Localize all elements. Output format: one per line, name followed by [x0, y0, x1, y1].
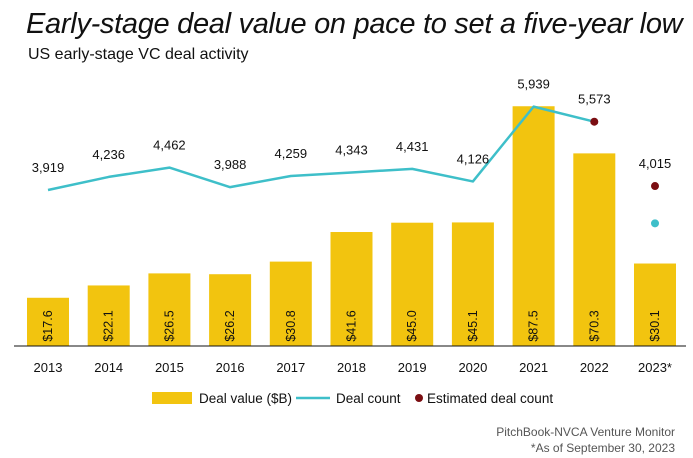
bar-2015	[148, 273, 191, 346]
bar-value-label: $87.5	[527, 310, 541, 341]
bar-2019	[391, 222, 434, 346]
x-tick-label: 2015	[155, 360, 184, 375]
bar-value-label: $26.5	[162, 310, 176, 341]
bar-value-label: $26.2	[223, 310, 237, 341]
bar-2020	[451, 222, 494, 346]
deal-count-2023-point	[651, 219, 659, 228]
x-tick-label: 2017	[276, 360, 305, 375]
bar-series	[27, 106, 676, 346]
legend: Deal value ($B) Deal count Estimated deal …	[152, 391, 553, 406]
deal-count-label: 3,919	[32, 160, 65, 175]
bar-2021	[512, 106, 555, 346]
bar-value-label: $41.6	[345, 310, 359, 341]
legend-label: Deal value ($B)	[199, 391, 292, 406]
estimated-count-label: 4,015	[639, 156, 672, 171]
x-tick-label: 2019	[398, 360, 427, 375]
chart-subtitle: US early-stage VC deal activity	[28, 46, 249, 63]
bar-value-label: $45.0	[405, 310, 419, 341]
deal-count-labels: 3,919 4,236 4,462 3,988 4,259 4,343 4,431 4,126…	[32, 77, 611, 175]
legend-dot-swatch	[415, 394, 423, 402]
bar-2016	[209, 274, 252, 346]
x-tick-label: 2018	[337, 360, 366, 375]
deal-count-label: 4,236	[92, 147, 125, 162]
bar-value-label: $70.3	[587, 310, 601, 341]
x-axis-ticks: 2013 2014 2015 2016 2017 2018 2019 2020 2021 2022…	[34, 360, 672, 375]
x-tick-label: 2020	[458, 360, 487, 375]
legend-label: Estimated deal count	[427, 391, 553, 406]
deal-count-label: 5,939	[517, 77, 550, 92]
x-tick-label: 2021	[519, 360, 548, 375]
estimated-deal-count-points: 4,015	[590, 117, 672, 228]
source-note: PitchBook-NVCA Venture Monitor *As of Se…	[496, 424, 675, 456]
estimated-point-2022	[590, 117, 599, 126]
bar-2022	[573, 153, 616, 346]
x-tick-label: 2013	[34, 360, 63, 375]
deal-count-line	[47, 105, 595, 192]
bar-2014	[87, 285, 130, 346]
bar-value-label: $45.1	[466, 310, 480, 341]
estimated-point-2023*	[651, 182, 659, 191]
deal-count-label: 4,259	[275, 146, 308, 161]
bar-value-label: $30.1	[648, 310, 662, 341]
legend-bar-swatch	[152, 392, 192, 404]
footnote-line: *As of September 30, 2023	[530, 441, 675, 455]
legend-label: Deal count	[336, 391, 401, 406]
bar-2013	[27, 297, 69, 346]
bar-value-label: $22.1	[102, 310, 116, 341]
bar-value-labels: $17.6 $22.1 $26.5 $26.2 $30.8 $41.6 $45.0 $45.1…	[41, 310, 662, 341]
deal-count-label: 4,126	[457, 151, 490, 166]
deal-count-label: 5,573	[578, 92, 611, 107]
chart-title: Early-stage deal value on pace to set a …	[26, 8, 683, 40]
deal-count-label: 3,988	[214, 157, 247, 172]
bar-2018	[330, 232, 373, 346]
bar-value-label: $30.8	[284, 310, 298, 341]
source-line: PitchBook-NVCA Venture Monitor	[496, 425, 675, 439]
x-tick-label: 2022	[580, 360, 609, 375]
deal-count-label: 4,462	[153, 138, 186, 153]
x-tick-label: 2014	[94, 360, 123, 375]
deal-count-label: 4,343	[335, 142, 368, 157]
bar-value-label: $17.6	[41, 310, 55, 341]
deal-count-label: 4,431	[396, 139, 429, 154]
x-tick-label: 2016	[216, 360, 245, 375]
bar-2017	[269, 261, 312, 346]
bar-2023*	[634, 263, 676, 346]
x-tick-label: 2023*	[638, 360, 672, 375]
